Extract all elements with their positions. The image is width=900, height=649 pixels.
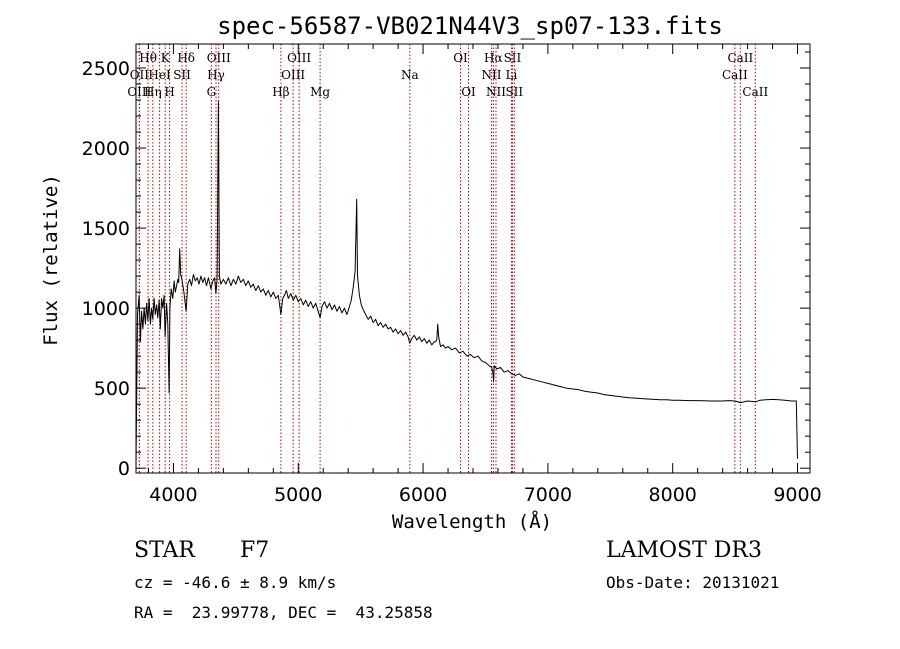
flux-line [135,101,798,467]
object-class: STAR [134,538,195,563]
line-label-24: SII [505,85,523,99]
x-tick-label-5000: 5000 [274,484,322,506]
line-label-26: CaII [722,68,748,82]
line-label-19: Hα [484,51,503,65]
line-label-13: OIII [281,68,305,82]
y-axis-label: Flux (relative) [40,174,62,346]
line-label-18: OI [461,85,476,99]
x-tick-label-6000: 6000 [399,484,447,506]
x-axis-label: Wavelength (Å) [392,510,552,533]
chart-title: spec-56587-VB021N44V3_sp07-133.fits [217,12,723,40]
line-label-3: K [161,51,171,65]
line-label-15: Mg [310,85,330,99]
line-label-22: Li [506,68,518,82]
line-label-9: OIII [207,51,231,65]
line-label-1: OII [130,68,150,82]
x-tick-label-9000: 9000 [773,484,821,506]
axis-tick-labels: 4000 5000 6000 7000 8000 9000 0 500 1000 1500 2000… [82,58,822,506]
plot-frame [135,43,811,474]
line-label-17: OI [453,51,468,65]
flux-series [135,101,798,467]
line-label-10: Hγ [207,68,225,82]
line-label-23: NII [486,85,506,99]
line-label-2: OIII [127,85,151,99]
y-tick-label-0: 0 [118,458,130,480]
line-label-0: Hθ [139,51,157,65]
y-tick-label-2000: 2000 [82,138,130,160]
x-tick-label-8000: 8000 [649,484,697,506]
observation-date: Obs-Date: 20131021 [606,573,780,592]
line-label-4: HeI [148,68,171,82]
line-label-5: Hη [144,85,162,99]
line-label-11: G [207,85,217,99]
coordinates: RA = 23.99778, DEC = 43.25858 [134,603,433,622]
line-label-25: CaII [727,51,753,65]
line-label-27: CaII [742,85,768,99]
line-label-7: SII [173,68,191,82]
line-label-6: Hδ [177,51,195,65]
y-tick-label-1000: 1000 [82,298,130,320]
line-label-21: NII [481,68,501,82]
line-markers: Hθ OII OIII K HeI Hη Hδ SII H OIII Hγ G OIII OIII Hβ Mg… [127,44,768,473]
y-tick-label-500: 500 [94,378,130,400]
line-label-14: Hβ [272,85,289,99]
x-tick-label-4000: 4000 [149,484,197,506]
y-tick-label-2500: 2500 [82,58,130,80]
line-label-8: H [164,85,174,99]
axis-ticks [136,44,810,473]
object-subclass: F7 [240,538,270,563]
survey-label: LAMOST DR3 [606,538,762,563]
line-label-20: SII [504,51,522,65]
redshift-velocity: cz = -46.6 ± 8.9 km/s [134,573,337,592]
y-tick-label-1500: 1500 [82,218,130,240]
line-label-16: Na [401,68,419,82]
x-tick-label-7000: 7000 [524,484,572,506]
line-label-12: OIII [287,51,311,65]
